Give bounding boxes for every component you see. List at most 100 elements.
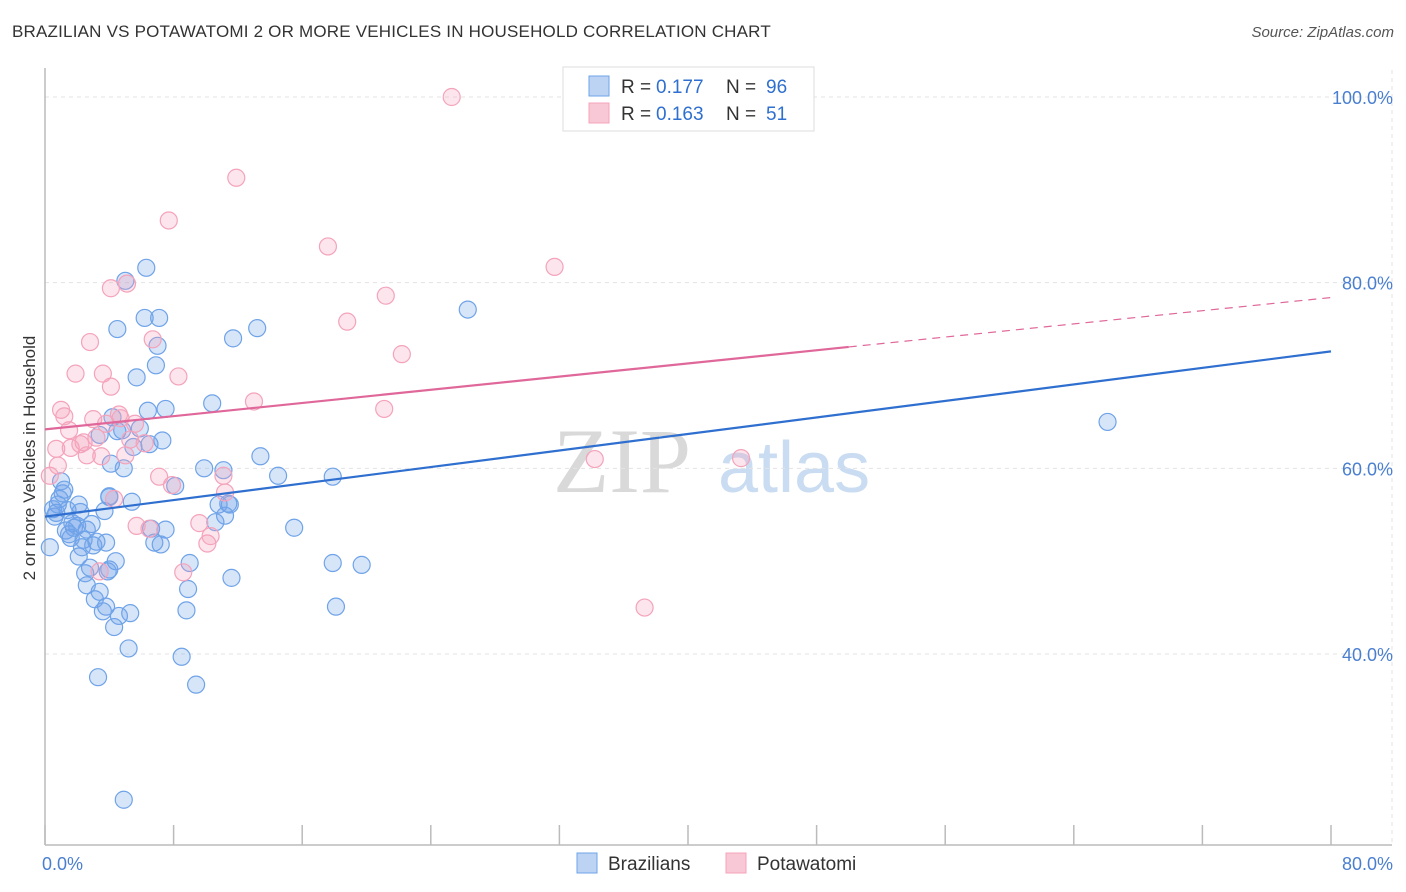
potawatomi-trendline-dashed (848, 296, 1332, 348)
brazilians-point-69 (178, 579, 198, 599)
source-label: Source: ZipAtlas.com (1251, 24, 1394, 41)
brazilians-point-77 (220, 495, 239, 514)
potawatomi-point-48 (442, 87, 461, 107)
brazilians-point-55 (138, 401, 157, 420)
brazilians-point-42 (109, 606, 129, 626)
legend-n-value-pink: 51 (766, 104, 787, 125)
potawatomi-point-26 (125, 414, 145, 433)
axes (44, 68, 1392, 846)
brazilians-point-93 (72, 538, 92, 557)
potawatomi-point-5 (60, 421, 79, 440)
chart-title: BRAZILIAN VS POTAWATOMI 2 OR MORE VEHICL… (12, 22, 771, 41)
potawatomi-point-52 (731, 449, 751, 468)
legend-r-value-pink: 0.163 (656, 104, 704, 125)
brazilians-point-61 (150, 308, 169, 328)
bottom-legend-swatch-potawatomi (725, 852, 747, 874)
brazilians-point-45 (114, 790, 133, 809)
potawatomi-point-16 (93, 364, 112, 383)
brazilians-point-48 (121, 604, 140, 623)
potawatomi-point-11 (80, 332, 100, 352)
brazilians-point-32 (96, 533, 116, 552)
brazilians-point-67 (172, 647, 191, 666)
tick-labels: 40.0% 60.0% 80.0% 100.0% 0.0% 80.0% (42, 88, 1393, 874)
brazilians-point-87 (323, 553, 342, 573)
potawatomi-point-49 (545, 257, 564, 276)
potawatomi-point-20 (105, 489, 124, 509)
y-axis-label: 2 or more Vehicles in Household (20, 336, 39, 581)
potawatomi-point-39 (214, 466, 233, 485)
brazilians-point-65 (156, 520, 175, 539)
bottom-legend-brazilians: Brazilians (608, 854, 690, 875)
brazilians-point-40 (108, 319, 127, 339)
y-tick-label-3: 100.0% (1332, 88, 1393, 108)
brazilians-point-88 (326, 597, 346, 616)
brazilians-point-81 (219, 494, 238, 513)
x-tick-label-0: 0.0% (42, 854, 83, 874)
watermark-zip: ZIP (553, 410, 691, 512)
potawatomi-point-23 (116, 446, 135, 465)
potawatomi-point-51 (635, 598, 654, 617)
brazilians-point-38 (105, 617, 124, 637)
brazilians-trendline (44, 350, 1332, 518)
potawatomi-point-47 (392, 345, 411, 364)
brazilians-point-21 (80, 558, 100, 577)
y-tick-label-1: 60.0% (1342, 459, 1393, 479)
brazilians-point-78 (223, 329, 243, 348)
brazilians-point-63 (153, 431, 172, 450)
brazilians-point-73 (203, 394, 222, 413)
brazilians-point-54 (137, 258, 156, 277)
legend-r-label-blue: R = (621, 77, 651, 98)
brazilians-point-59 (146, 356, 166, 375)
legend-swatch-pink (588, 102, 610, 124)
potawatomi-point-43 (318, 237, 338, 256)
brazilians-point-0 (40, 538, 59, 557)
potawatomi-point-2 (48, 456, 67, 475)
brazilians-point-31 (96, 597, 116, 616)
legend-n-label-blue: N = (726, 77, 756, 98)
legend-r-value-blue: 0.177 (656, 77, 704, 98)
brazilians-point-85 (285, 518, 304, 537)
potawatomi-point-41 (227, 168, 246, 187)
legend-n-value-blue: 96 (766, 77, 787, 98)
brazilians-point-19 (77, 520, 96, 539)
brazilians-point-79 (215, 506, 235, 525)
brazilians-point-74 (206, 513, 225, 532)
potawatomi-point-34 (169, 367, 188, 386)
potawatomi-point-15 (92, 447, 111, 466)
potawatomi-point-4 (55, 407, 74, 426)
brazilians-point-68 (177, 601, 196, 620)
potawatomi-point-8 (71, 435, 90, 454)
brazilians-point-89 (352, 555, 371, 574)
brazilians-point-46 (116, 271, 135, 290)
brazilians-point-76 (214, 461, 233, 480)
potawatomi-trendline-solid (44, 345, 849, 431)
brazilians-point-94 (53, 484, 72, 503)
potawatomi-point-10 (77, 446, 96, 465)
legend-r-label-pink: R = (621, 104, 651, 125)
brazilians-point-44 (114, 459, 133, 478)
potawatomi-point-14 (90, 562, 109, 581)
potawatomi-point-7 (66, 364, 85, 383)
potawatomi-point-45 (375, 399, 394, 419)
brazilians-point-90 (458, 300, 477, 319)
potawatomi-point-42 (244, 392, 264, 411)
potawatomi-point-46 (376, 286, 395, 305)
potawatomi-point-31 (150, 467, 169, 486)
legend-swatch-blue (588, 75, 610, 97)
potawatomi-point-13 (87, 428, 106, 447)
trendlines (44, 296, 1332, 518)
x-tick-label-1: 80.0% (1342, 854, 1393, 874)
potawatomi-point-32 (159, 211, 178, 230)
potawatomi-point-29 (140, 519, 159, 538)
bottom-legend-swatch-brazilians (576, 852, 598, 874)
potawatomi-point-44 (338, 312, 357, 331)
brazilians-point-91 (1098, 412, 1117, 432)
brazilians-point-64 (156, 399, 175, 419)
brazilians-point-49 (122, 492, 141, 511)
potawatomi-point-24 (117, 274, 137, 293)
brazilians-point-26 (88, 668, 108, 687)
potawatomi-point-38 (201, 527, 220, 546)
potawatomi-point-35 (174, 563, 193, 582)
potawatomi-point-36 (190, 514, 209, 533)
